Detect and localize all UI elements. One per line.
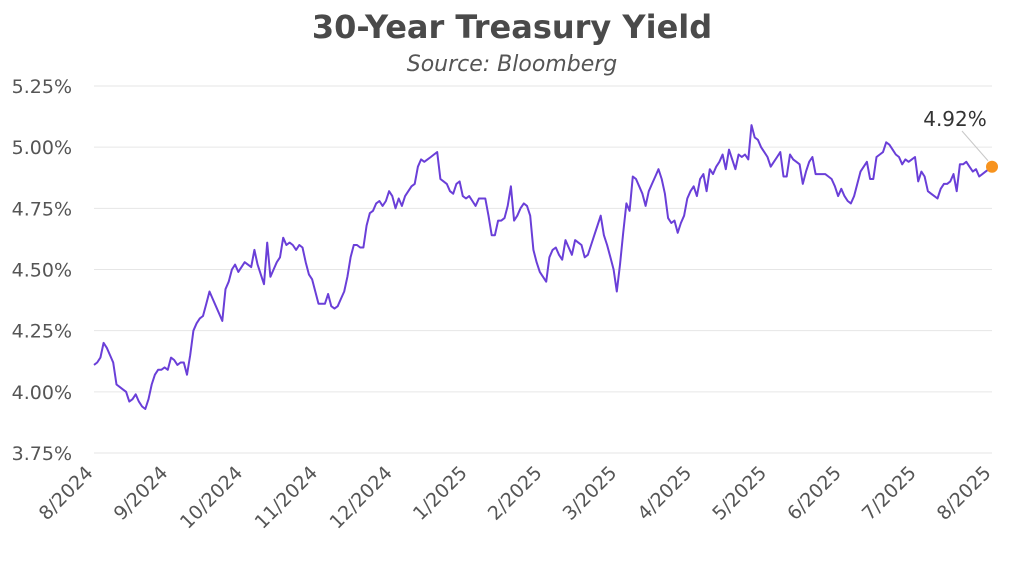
last-value-label: 4.92% [923, 107, 987, 131]
y-tick-label: 4.50% [12, 260, 72, 282]
x-tick-label: 9/2024 [110, 462, 173, 525]
chart-subtitle: Source: Bloomberg [406, 52, 618, 77]
x-tick-label: 7/2025 [858, 462, 921, 525]
x-tick-label: 8/2025 [933, 462, 996, 525]
y-tick-label: 5.00% [12, 137, 72, 159]
x-tick-label: 5/2025 [708, 462, 771, 525]
x-tick-label: 1/2025 [409, 462, 472, 525]
y-tick-label: 3.75% [12, 443, 72, 465]
x-tick-label: 6/2025 [783, 462, 846, 525]
y-tick-label: 5.25% [12, 76, 72, 98]
x-tick-label: 12/2024 [325, 462, 396, 533]
x-tick-label: 8/2024 [35, 462, 98, 525]
y-tick-label: 4.75% [12, 198, 72, 220]
y-tick-label: 4.25% [12, 321, 72, 343]
last-value-marker [986, 160, 998, 173]
x-tick-label: 2/2025 [484, 462, 547, 525]
x-tick-label: 3/2025 [559, 462, 622, 525]
yield-series-line [93, 124, 993, 410]
x-tick-label: 11/2024 [251, 462, 322, 533]
x-tick-label: 10/2024 [176, 462, 247, 533]
x-tick-label: 4/2025 [633, 462, 696, 525]
chart-title: 30-Year Treasury Yield [311, 8, 713, 46]
y-tick-label: 4.00% [12, 382, 72, 404]
end-label-leader [961, 130, 989, 162]
